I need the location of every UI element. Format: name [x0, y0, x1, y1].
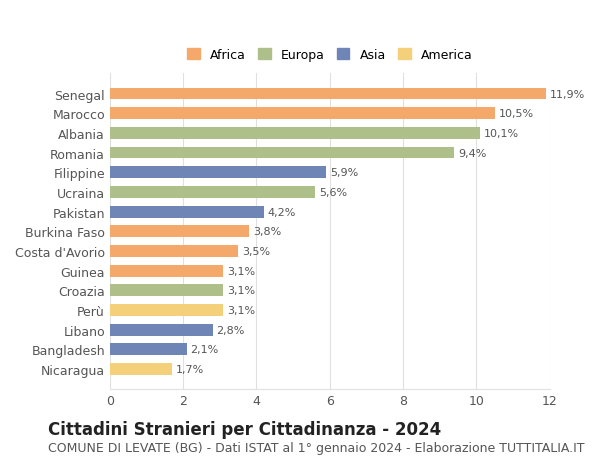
- Text: 5,9%: 5,9%: [330, 168, 358, 178]
- Bar: [110, 89, 546, 100]
- Bar: [110, 265, 223, 277]
- Text: 5,6%: 5,6%: [319, 188, 347, 197]
- Bar: [110, 304, 223, 316]
- Bar: [110, 324, 212, 336]
- Bar: [110, 226, 249, 238]
- Bar: [110, 364, 172, 375]
- Text: COMUNE DI LEVATE (BG) - Dati ISTAT al 1° gennaio 2024 - Elaborazione TUTTITALIA.: COMUNE DI LEVATE (BG) - Dati ISTAT al 1°…: [48, 442, 584, 454]
- Text: 11,9%: 11,9%: [550, 90, 585, 99]
- Text: 4,2%: 4,2%: [268, 207, 296, 217]
- Text: 2,1%: 2,1%: [191, 345, 219, 355]
- Bar: [110, 147, 454, 159]
- Bar: [110, 128, 480, 140]
- Bar: [110, 167, 326, 179]
- Legend: Africa, Europa, Asia, America: Africa, Europa, Asia, America: [181, 43, 479, 68]
- Text: 10,5%: 10,5%: [499, 109, 533, 119]
- Text: 1,7%: 1,7%: [176, 364, 204, 374]
- Bar: [110, 108, 495, 120]
- Text: 3,1%: 3,1%: [227, 305, 255, 315]
- Bar: [110, 187, 315, 198]
- Text: 2,8%: 2,8%: [216, 325, 245, 335]
- Bar: [110, 344, 187, 356]
- Bar: [110, 246, 238, 257]
- Text: 3,8%: 3,8%: [253, 227, 281, 237]
- Text: Cittadini Stranieri per Cittadinanza - 2024: Cittadini Stranieri per Cittadinanza - 2…: [48, 420, 441, 438]
- Text: 3,1%: 3,1%: [227, 285, 255, 296]
- Bar: [110, 206, 264, 218]
- Text: 10,1%: 10,1%: [484, 129, 519, 139]
- Text: 9,4%: 9,4%: [458, 148, 487, 158]
- Text: 3,1%: 3,1%: [227, 266, 255, 276]
- Bar: [110, 285, 223, 297]
- Text: 3,5%: 3,5%: [242, 246, 270, 257]
